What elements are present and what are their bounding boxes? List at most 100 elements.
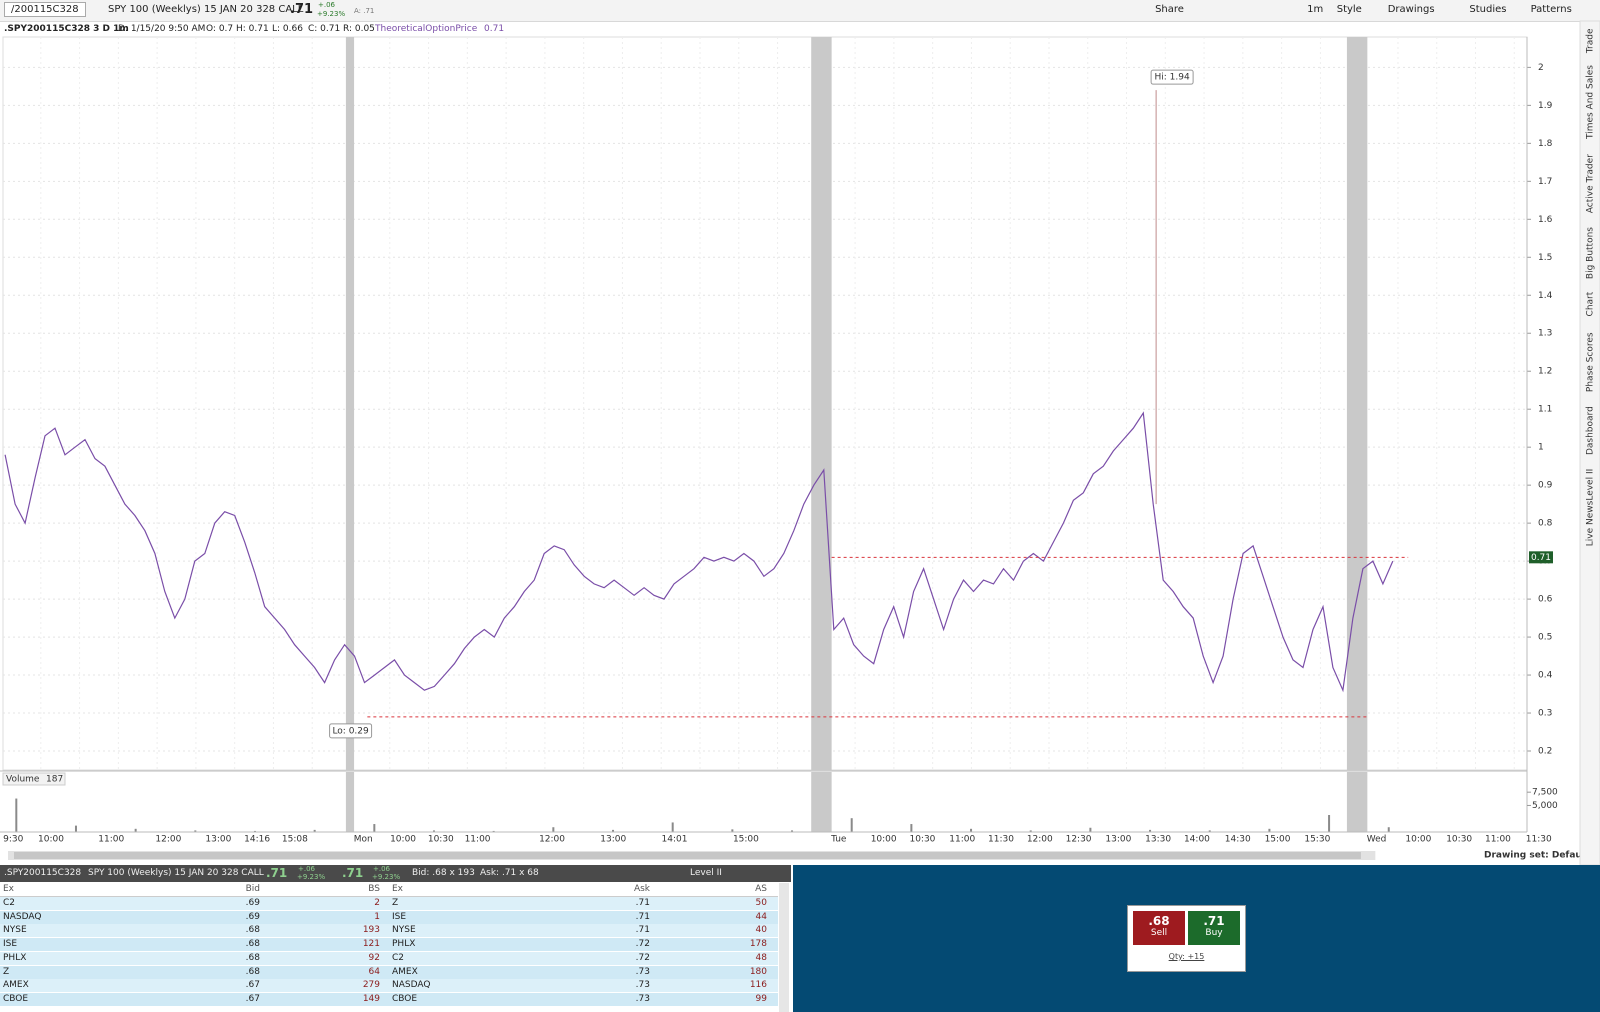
ask-cell: 178: [749, 939, 767, 950]
volume-bar: [612, 829, 615, 832]
x-tick-label: 15:08: [282, 835, 308, 845]
side-tab[interactable]: Big Buttons: [1586, 227, 1596, 279]
sell-label: Sell: [1150, 928, 1168, 938]
side-tab[interactable]: Chart: [1586, 291, 1596, 316]
x-tick-label: 15:00: [733, 835, 759, 845]
x-tick-label: 15:30: [1304, 835, 1330, 845]
volume-bar: [1328, 815, 1331, 832]
side-tab[interactable]: Trade: [1586, 28, 1596, 54]
row-bg: [0, 910, 778, 924]
x-tick-label: Mon: [354, 835, 373, 845]
change: +.06: [318, 1, 335, 9]
hi-box: [1150, 69, 1194, 85]
toolbar-button[interactable]: Studies: [1469, 4, 1507, 15]
l2-change-pct2: +9.23%: [372, 873, 401, 881]
y-tick-label: 2: [1538, 63, 1544, 73]
bid-cell: 1: [374, 911, 380, 922]
l2-change-pct: +9.23%: [297, 873, 326, 881]
bid-cell: NYSE: [3, 925, 27, 936]
ask-cell: .73: [635, 993, 650, 1004]
toolbar-button[interactable]: Drawings: [1387, 4, 1435, 15]
l2-change: +.06: [298, 865, 315, 873]
ask-cell: 116: [749, 980, 767, 991]
side-tab[interactable]: Active Trader: [1586, 154, 1596, 213]
l2-ask: Ask: .71 x 68: [480, 868, 539, 878]
bid-cell: .68: [245, 925, 260, 936]
bid-cell: .69: [245, 898, 260, 908]
l2-change2: +.06: [373, 865, 390, 873]
l2-description: SPY 100 (Weeklys) 15 JAN 20 328 CALL: [88, 868, 264, 878]
side-tab[interactable]: Level II: [1586, 469, 1596, 501]
x-tick-label: 12:30: [1066, 835, 1092, 845]
y-tick-label: 0.3: [1538, 709, 1552, 719]
ask-cell: .71: [635, 925, 650, 936]
toolbar-button[interactable]: 1m: [1307, 4, 1324, 15]
x-tick-label: 10:30: [1446, 835, 1472, 845]
buy-label: Buy: [1205, 928, 1223, 938]
volume-bar: [552, 827, 555, 832]
side-tab[interactable]: Live News: [1586, 500, 1596, 546]
pane-border: [2, 36, 1528, 771]
volume-title: Volume: [6, 775, 40, 785]
bid-cell: NASDAQ: [3, 911, 42, 922]
sell-button[interactable]: .68 Sell: [1133, 911, 1185, 945]
level2-header: .SPY200115C328 SPY 100 (Weeklys) 15 JAN …: [0, 865, 791, 882]
x-tick-label: 14:16: [244, 835, 270, 845]
y-tick-label: 1.2: [1538, 367, 1552, 377]
session-break: [1346, 37, 1368, 770]
x-tick-label: 11:30: [988, 835, 1014, 845]
ask-cell: .71: [635, 898, 650, 908]
scrollbar[interactable]: [779, 883, 789, 1012]
bottom-panel: .SPY200115C328 SPY 100 (Weeklys) 15 JAN …: [0, 865, 1600, 1012]
qty[interactable]: Qty: +15: [1168, 952, 1205, 961]
side-tabs-bg: [1579, 20, 1600, 865]
y-tick-label: 1.7: [1538, 177, 1552, 187]
volume-bar: [194, 830, 197, 832]
side-tab[interactable]: Times And Sales: [1586, 65, 1596, 140]
row-bg: [0, 979, 778, 993]
change-pct: +9.23%: [317, 10, 346, 18]
bid-cell: 2: [374, 898, 380, 908]
bid-cell: PHLX: [3, 952, 27, 963]
side-tab[interactable]: Dashboard: [1586, 406, 1596, 455]
volume-bar: [74, 825, 77, 832]
volume-bar: [671, 822, 674, 832]
toolbar-button[interactable]: Patterns: [1530, 4, 1572, 15]
scrollbar-thumb[interactable]: [14, 852, 1361, 859]
side-tab[interactable]: Phase Scores: [1586, 332, 1596, 392]
order-buttons: .68 Sell .71 Buy Qty: +15: [1127, 905, 1246, 972]
l2-last: .71: [266, 866, 288, 880]
low: L: 0.66: [272, 24, 303, 34]
x-tick-label: 11:00: [1485, 835, 1511, 845]
x-tick-label: 12:00: [155, 835, 181, 845]
drawing-set: Drawing set: Default: [1484, 851, 1590, 861]
x-tick-label: 11:00: [98, 835, 124, 845]
volume-bar: [373, 824, 376, 832]
y-tick-label: 1.4: [1538, 291, 1553, 301]
bid-cell: 92: [368, 952, 380, 963]
volume-bar: [1089, 827, 1092, 832]
volume-bar: [1029, 830, 1032, 832]
ask-cell: 180: [749, 966, 767, 977]
column-header: Ask: [633, 884, 650, 894]
x-tick-label: 10:00: [871, 835, 897, 845]
y-tick-label: 1.8: [1538, 139, 1553, 149]
l2-last2: .71: [342, 866, 364, 880]
symbol-box[interactable]: /200115C328: [4, 2, 86, 17]
toolbar-button[interactable]: Share: [1155, 4, 1184, 15]
range: R: 0.05: [343, 24, 375, 34]
volume-bar: [731, 829, 734, 832]
toolbar-button[interactable]: Style: [1336, 4, 1362, 15]
buy-button[interactable]: .71 Buy: [1188, 911, 1240, 945]
session-break: [811, 37, 832, 770]
session-break: [345, 772, 355, 832]
sell-price: .68: [1148, 914, 1170, 928]
x-tick-label: 12:00: [539, 835, 565, 845]
l2-title: Level II: [690, 868, 722, 878]
volume-last: 187: [46, 775, 63, 785]
study-name: TheoreticalOptionPrice: [375, 24, 478, 34]
ask-cell: 99: [755, 993, 767, 1004]
bid-cell: .69: [245, 911, 260, 922]
bid-cell: ISE: [3, 939, 18, 950]
ask-cell: PHLX: [392, 939, 416, 950]
